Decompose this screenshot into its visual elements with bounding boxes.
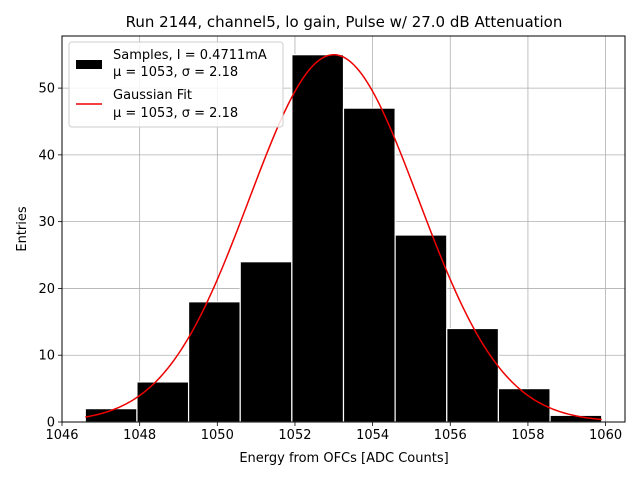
legend-label-fit-stats: μ = 1053, σ = 2.18 <box>113 106 238 121</box>
plot-frame <box>61 35 626 423</box>
x-tick-label: 1052 <box>278 428 311 443</box>
y-tick-label: 40 <box>38 148 55 163</box>
histogram-bars <box>84 54 603 423</box>
legend-label-fit: Gaussian Fit <box>113 88 192 103</box>
legend-swatch-samples <box>76 60 102 69</box>
x-tick-label: 1050 <box>201 428 234 443</box>
histogram-bar <box>394 234 448 423</box>
histogram-bar <box>239 261 293 423</box>
x-tick-label: 1046 <box>45 428 78 443</box>
histogram-bar <box>187 301 241 423</box>
gaussian-fit-layer <box>85 53 602 421</box>
histogram-bar <box>342 107 396 423</box>
x-tick-label: 1054 <box>356 428 389 443</box>
y-tick-label: 50 <box>38 82 55 97</box>
x-axis-label: Energy from OFCs [ADC Counts] <box>239 451 448 466</box>
y-tick-label: 30 <box>38 215 55 230</box>
x-tick-label: 1060 <box>589 428 622 443</box>
x-tick-label: 1058 <box>511 428 544 443</box>
chart-title: Run 2144, channel5, lo gain, Pulse w/ 27… <box>126 13 563 31</box>
x-tick-label: 1048 <box>123 428 156 443</box>
y-axis-label: Entries <box>15 206 30 252</box>
histogram-bar <box>497 388 551 423</box>
x-tick-label: 1056 <box>434 428 467 443</box>
legend-box <box>68 41 284 128</box>
y-tick-label: 0 <box>47 416 55 431</box>
legend-label-samples-stats: μ = 1053, σ = 2.18 <box>113 65 238 80</box>
histogram-bar <box>446 327 500 423</box>
legend-label-samples: Samples, I = 0.4711mA <box>113 48 267 63</box>
legend: Samples, I = 0.4711mA μ = 1053, σ = 2.18… <box>68 41 284 128</box>
y-tick-label: 20 <box>38 282 55 297</box>
histogram-bar <box>136 381 190 423</box>
histogram-bar <box>291 54 345 423</box>
y-tick-label: 10 <box>38 349 55 364</box>
gaussian-fit-curve <box>85 53 602 421</box>
y-axis-ticks: 0 10 20 30 40 50 <box>38 82 62 431</box>
x-axis-ticks: 1046 1048 1050 1052 1054 1056 1058 1060 <box>45 422 622 443</box>
